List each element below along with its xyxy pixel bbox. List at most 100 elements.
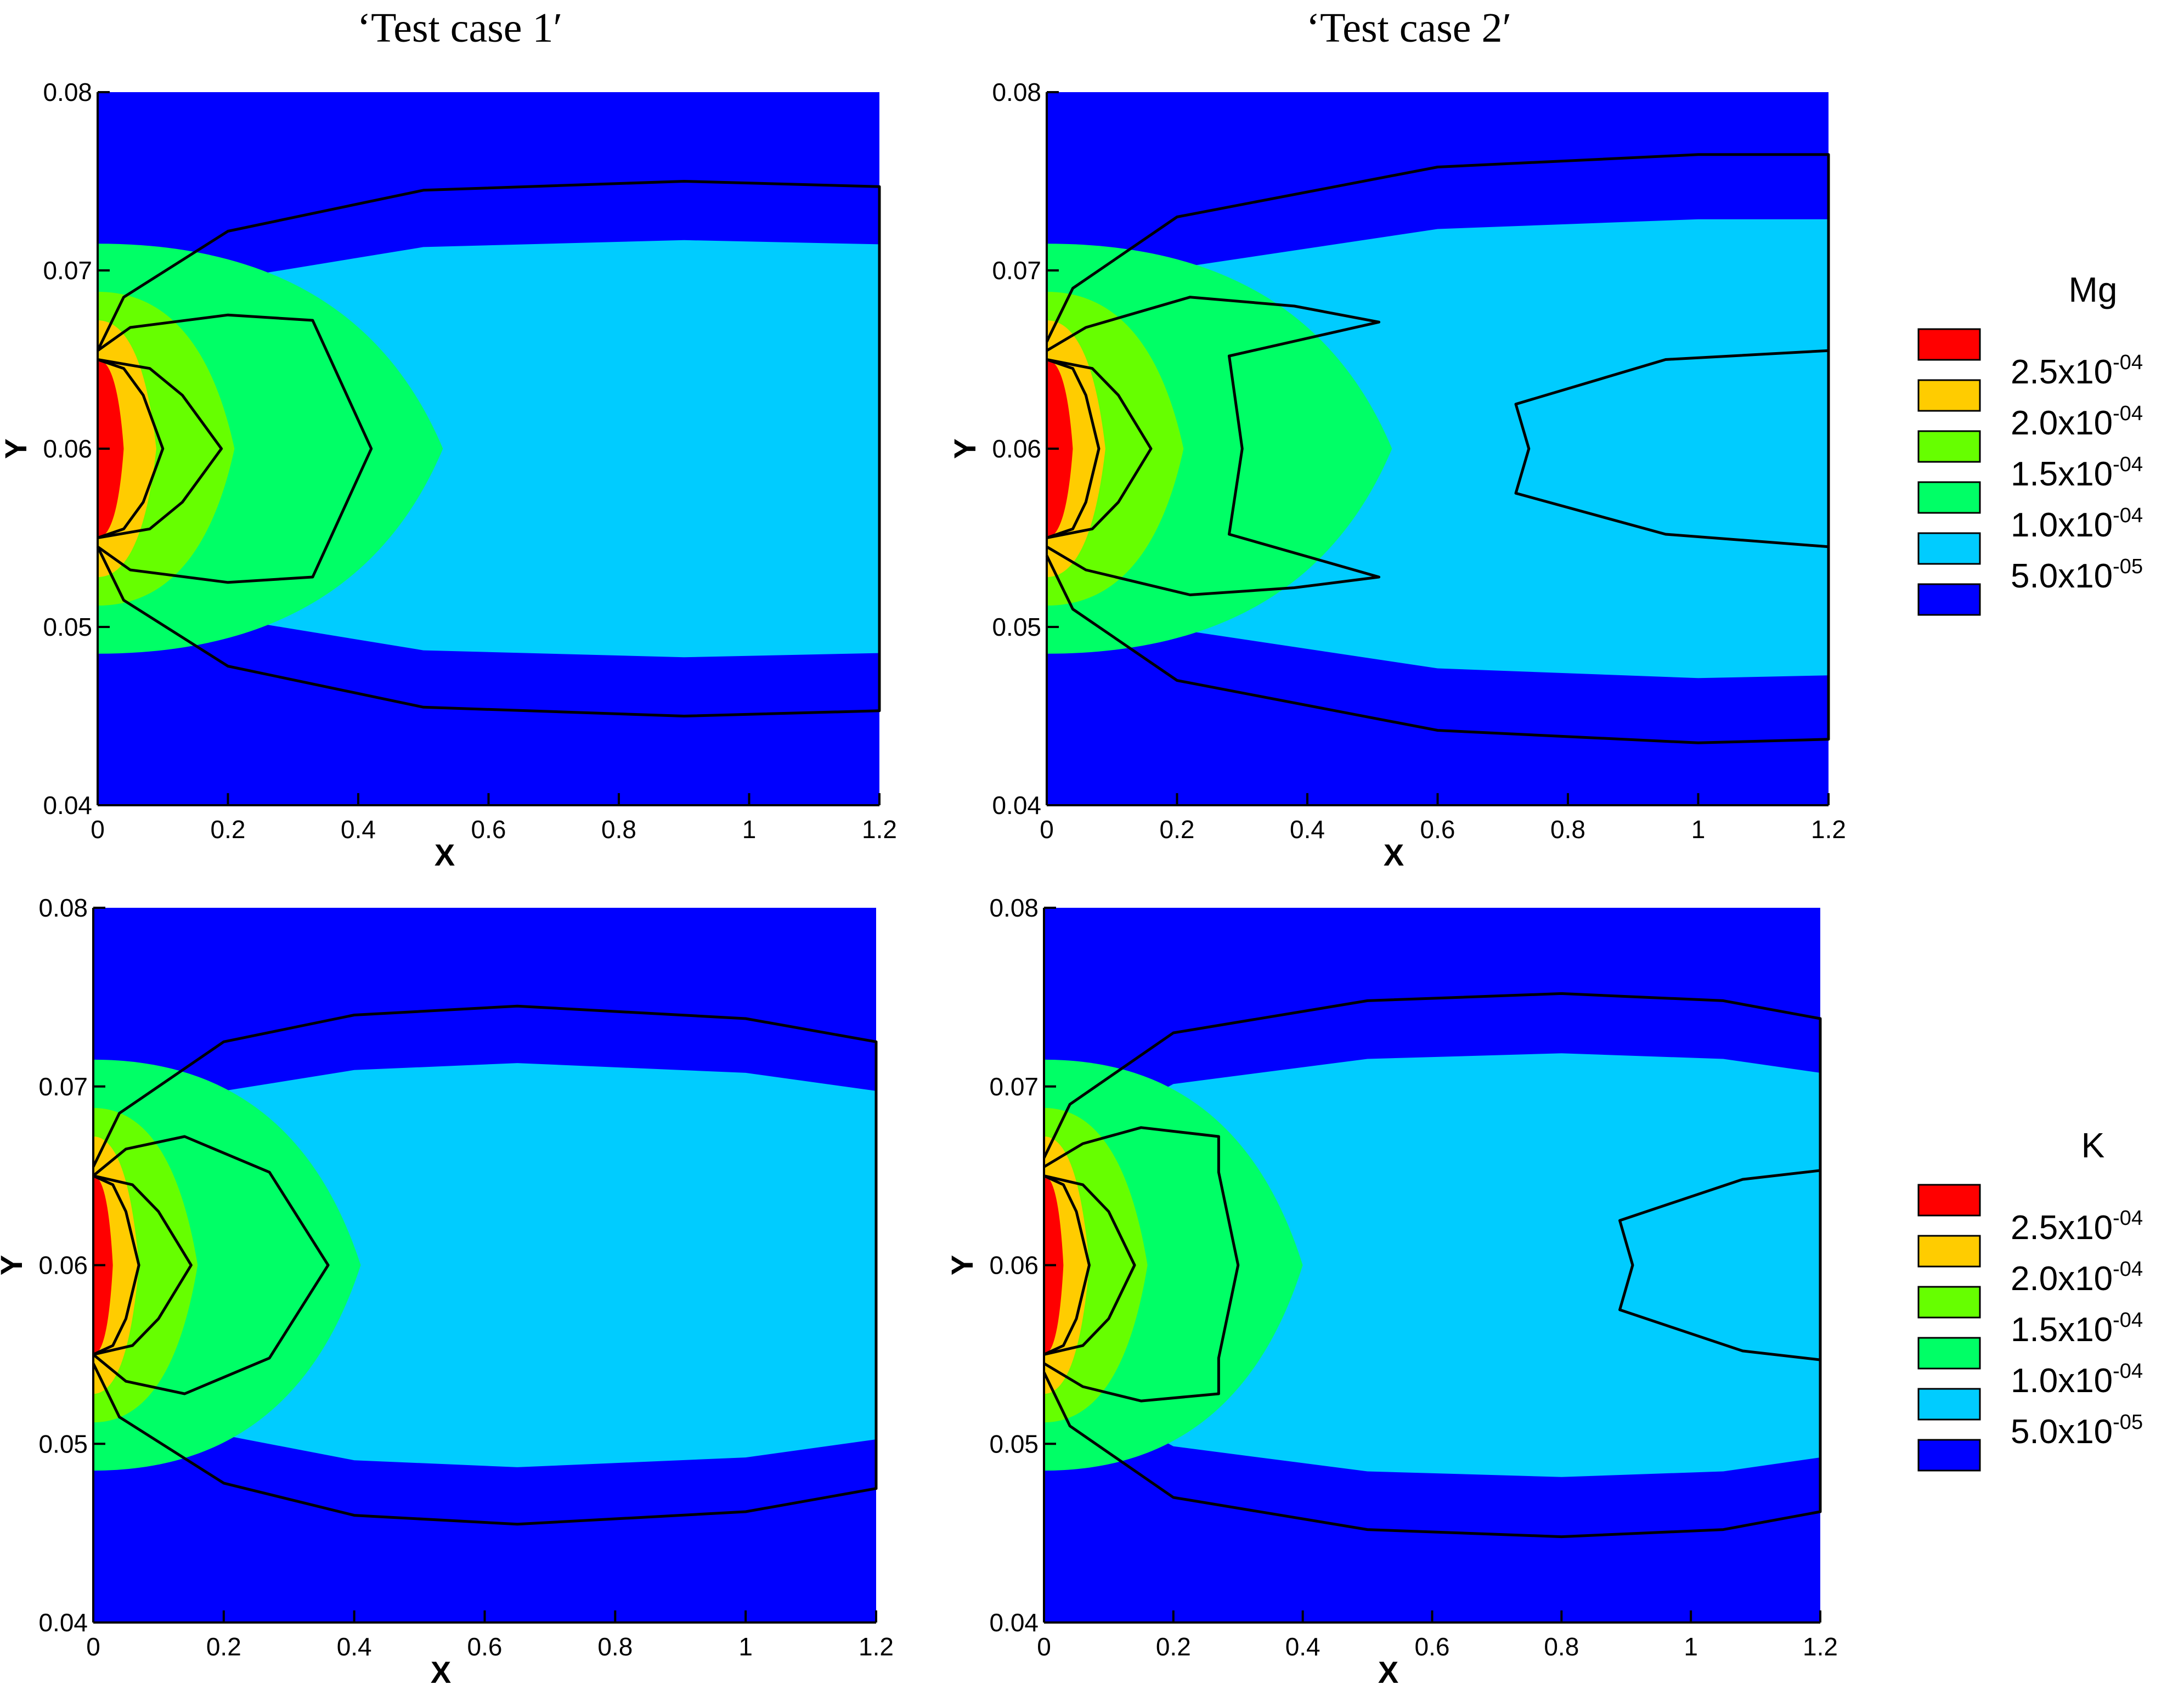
legend-mantissa: 1.0x10 <box>2011 506 2113 544</box>
y-axis-label: Y <box>0 438 33 459</box>
legend-exponent: -04 <box>2113 504 2143 527</box>
legend-k: K2.5x10-042.0x10-041.5x10-041.0x10-045.0… <box>1917 1126 2143 1472</box>
y-tick-label: 0.04 <box>38 1608 88 1637</box>
y-tick-label: 0.06 <box>38 1251 88 1280</box>
contour-line <box>93 1174 193 1356</box>
contour-plot-mg-2: 0 0.2 0.4 0.6 0.8 1 1.2 0.04 0.05 0.06 0.07 0.08 X Y <box>947 78 1846 872</box>
legend-exponent: -04 <box>2113 453 2143 476</box>
legend-swatch <box>1917 1439 1981 1472</box>
x-tick-label: 0 <box>1037 1632 1051 1661</box>
y-tick-label: 0.08 <box>38 894 88 922</box>
legend-entry: 5.0x10-05 <box>2011 1411 2143 1451</box>
x-tick-label: 1 <box>742 815 757 844</box>
legend-swatch <box>1917 481 1981 514</box>
contour-line <box>1514 349 1829 549</box>
legend-mantissa: 1.0x10 <box>2011 1362 2113 1400</box>
x-tick-label: 0.6 <box>471 815 506 844</box>
y-tick-label: 0.04 <box>992 791 1041 819</box>
x-tick-label: 0.2 <box>1160 815 1195 844</box>
column-header-test-case-2: ‘Test case 2′ <box>1306 5 1512 51</box>
contour-line <box>1045 153 1830 744</box>
y-tick-label: 0.08 <box>992 78 1041 106</box>
contour-line <box>1043 1174 1091 1356</box>
x-tick-label: 0.4 <box>1290 815 1325 844</box>
y-axis-label: Y <box>947 438 982 459</box>
legend-exponent: -05 <box>2113 1411 2143 1434</box>
x-tick-label: 0.8 <box>601 815 636 844</box>
legend-entry: 1.0x10-04 <box>2011 1360 2143 1400</box>
legend-swatch <box>1917 379 1981 412</box>
y-tick-label: 0.05 <box>43 613 92 641</box>
legend-mantissa: 2.5x10 <box>2011 1209 2113 1247</box>
contour-line <box>92 1004 878 1526</box>
x-tick-label: 0.2 <box>206 1632 241 1661</box>
x-tick-label: 1 <box>738 1632 753 1661</box>
legend-entry: 2.5x10-04 <box>2011 1207 2143 1247</box>
legend-exponent: -04 <box>2113 1309 2143 1332</box>
legend-entry: 5.0x10-05 <box>2011 555 2143 595</box>
x-tick-label: 0 <box>91 815 105 844</box>
y-tick-label: 0.07 <box>38 1072 88 1101</box>
contour-line <box>1043 1174 1136 1356</box>
contour-line <box>1618 1169 1821 1361</box>
x-tick-label: 1.2 <box>1811 815 1846 844</box>
y-tick-label: 0.06 <box>989 1251 1039 1280</box>
y-tick-label: 0.07 <box>43 256 92 285</box>
legend-exponent: -04 <box>2113 1207 2143 1230</box>
legend-entry: 1.5x10-04 <box>2011 1309 2143 1349</box>
contour-line <box>1042 992 1822 1539</box>
y-tick-label: 0.08 <box>989 894 1039 922</box>
y-tick-label: 0.05 <box>38 1429 88 1458</box>
y-tick-label: 0.08 <box>43 78 92 106</box>
y-tick-label: 0.04 <box>989 1608 1039 1637</box>
x-tick-label: 1 <box>1691 815 1706 844</box>
y-tick-label: 0.07 <box>989 1072 1039 1101</box>
legend-mantissa: 5.0x10 <box>2011 1413 2113 1451</box>
legend-exponent: -05 <box>2113 555 2143 578</box>
legend-exponent: -04 <box>2113 1258 2143 1281</box>
legend-mantissa: 1.5x10 <box>2011 1311 2113 1349</box>
contour-line <box>97 313 373 584</box>
legend-swatch <box>1917 1388 1981 1421</box>
x-tick-label: 1.2 <box>862 815 897 844</box>
x-tick-label: 0.8 <box>597 1632 633 1661</box>
contour-line <box>96 180 881 717</box>
x-tick-label: 0 <box>1040 815 1054 844</box>
band-5-fill <box>98 359 124 538</box>
legend-exponent: -04 <box>2113 1360 2143 1383</box>
x-axis-label: X <box>431 1655 451 1689</box>
column-header-test-case-1: ‘Test case 1′ <box>357 5 563 51</box>
x-tick-label: 0 <box>86 1632 100 1661</box>
legend-title: Mg <box>2069 270 2118 309</box>
x-axis-label: X <box>1384 838 1404 872</box>
x-tick-label: 0.4 <box>337 1632 372 1661</box>
legend-swatch <box>1917 328 1981 361</box>
y-tick-label: 0.05 <box>992 613 1041 641</box>
legend-exponent: -04 <box>2113 351 2143 374</box>
contour-line <box>97 358 165 539</box>
legend-mantissa: 2.5x10 <box>2011 353 2113 391</box>
legend-entry: 2.5x10-04 <box>2011 351 2143 391</box>
y-tick-label: 0.05 <box>989 1429 1039 1458</box>
x-tick-label: 1.2 <box>1803 1632 1838 1661</box>
legend-swatch <box>1917 430 1981 463</box>
y-tick-label: 0.04 <box>43 791 92 819</box>
x-tick-label: 0.2 <box>1156 1632 1191 1661</box>
legend-swatch <box>1917 583 1981 616</box>
x-tick-label: 0.6 <box>1415 1632 1450 1661</box>
band-5-fill <box>1047 359 1073 538</box>
contour-plot-mg-1: 0 0.2 0.4 0.6 0.8 1 1.2 0.04 0.05 0.06 0.07 0.08 X Y <box>0 78 897 872</box>
legend-mantissa: 5.0x10 <box>2011 557 2113 595</box>
x-axis-label: X <box>434 838 455 872</box>
contour-plot-k-1: 0 0.2 0.4 0.6 0.8 1 1.2 0.04 0.05 0.06 0.07 0.08 X Y <box>0 894 894 1689</box>
x-tick-label: 0.2 <box>211 815 246 844</box>
x-axis-label: X <box>1378 1655 1398 1689</box>
legend-swatch <box>1917 1235 1981 1268</box>
legend-mantissa: 1.5x10 <box>2011 455 2113 493</box>
contour-line <box>92 1174 140 1356</box>
contour-plot-k-2: 0 0.2 0.4 0.6 0.8 1 1.2 0.04 0.05 0.06 0.07 0.08 X Y <box>945 894 1838 1689</box>
y-tick-label: 0.06 <box>43 434 92 463</box>
legend-swatch <box>1917 532 1981 565</box>
x-tick-label: 0.6 <box>1420 815 1455 844</box>
